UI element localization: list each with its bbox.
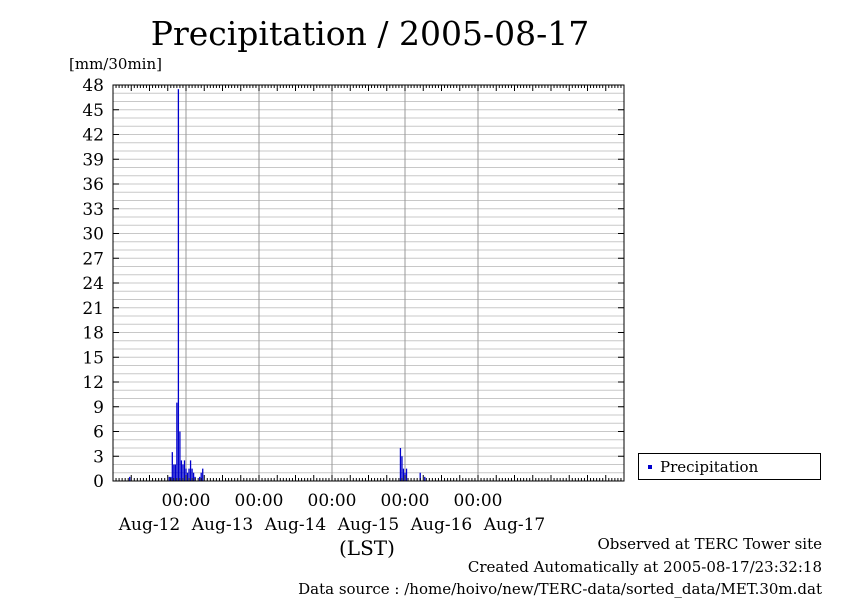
precipitation-bar (173, 464, 175, 481)
y-tick-label: 9 (93, 398, 104, 418)
x-time-label: 00:00 (308, 491, 357, 511)
precipitation-bar (171, 452, 173, 481)
precipitation-bar (424, 476, 426, 481)
precipitation-bar (200, 472, 202, 481)
precipitation-bar (129, 476, 131, 481)
y-tick-label: 21 (82, 299, 104, 319)
y-tick-label: 27 (82, 249, 104, 269)
precipitation-bar (188, 468, 190, 481)
precipitation-bar (185, 468, 187, 481)
precipitation-bar (177, 89, 180, 481)
y-tick-label: 39 (82, 150, 104, 170)
x-time-label: 00:00 (454, 491, 503, 511)
precipitation-bar (183, 460, 186, 481)
x-axis-unit: (LST) (339, 536, 395, 560)
legend: Precipitation (638, 453, 821, 480)
y-tick-label: 24 (82, 274, 104, 294)
y-tick-label: 42 (82, 126, 104, 146)
precipitation-bar (402, 468, 405, 481)
x-time-label: 00:00 (235, 491, 284, 511)
x-date-label: Aug-13 (191, 515, 253, 535)
x-date-label: Aug-12 (118, 515, 180, 535)
y-tick-label: 0 (93, 472, 104, 492)
precipitation-bar (419, 472, 421, 481)
y-tick-label: 36 (82, 175, 104, 195)
legend-label: Precipitation (660, 458, 759, 476)
x-time-label: 00:00 (162, 491, 211, 511)
legend-swatch (648, 465, 652, 469)
precipitation-bar (202, 468, 204, 481)
x-date-label: Aug-15 (337, 515, 399, 535)
bar-series (129, 89, 426, 481)
x-date-label: Aug-14 (264, 515, 326, 535)
y-tick-label: 45 (82, 101, 104, 121)
x-date-label: Aug-17 (483, 515, 545, 535)
precipitation-bar (191, 468, 193, 481)
x-date-label: Aug-16 (410, 515, 472, 535)
observed-note: Observed at TERC Tower site (597, 535, 822, 553)
y-tick-label: 48 (82, 76, 104, 96)
precipitation-bar (199, 476, 201, 481)
created-note: Created Automatically at 2005-08-17/23:3… (467, 558, 822, 576)
grid-lines (113, 85, 624, 481)
y-tick-label: 18 (82, 324, 104, 344)
precipitation-bar (405, 468, 408, 481)
precipitation-bar (176, 402, 178, 481)
chart-title: Precipitation / 2005-08-17 (150, 14, 590, 53)
axis-ticks (113, 84, 624, 482)
precipitation-bar (401, 456, 403, 481)
precipitation-bar (180, 460, 183, 481)
y-tick-label: 15 (82, 348, 104, 368)
x-time-label: 00:00 (381, 491, 430, 511)
y-tick-label: 30 (82, 225, 104, 245)
y-tick-label: 3 (93, 447, 104, 467)
precipitation-bar (399, 448, 402, 481)
precipitation-bar (174, 464, 177, 481)
precipitation-bar (186, 472, 189, 481)
y-axis-unit: [mm/30min] (69, 55, 162, 73)
precipitation-bar (168, 476, 170, 481)
y-tick-label: 12 (82, 373, 104, 393)
y-tick-label: 6 (93, 423, 104, 443)
precipitation-bar (179, 431, 181, 481)
data-source-note: Data source : /home/hoivo/new/TERC-data/… (298, 580, 822, 598)
y-tick-label: 33 (82, 200, 104, 220)
precipitation-bar (189, 460, 192, 481)
precipitation-bar (182, 464, 184, 481)
precipitation-bar (192, 472, 195, 481)
